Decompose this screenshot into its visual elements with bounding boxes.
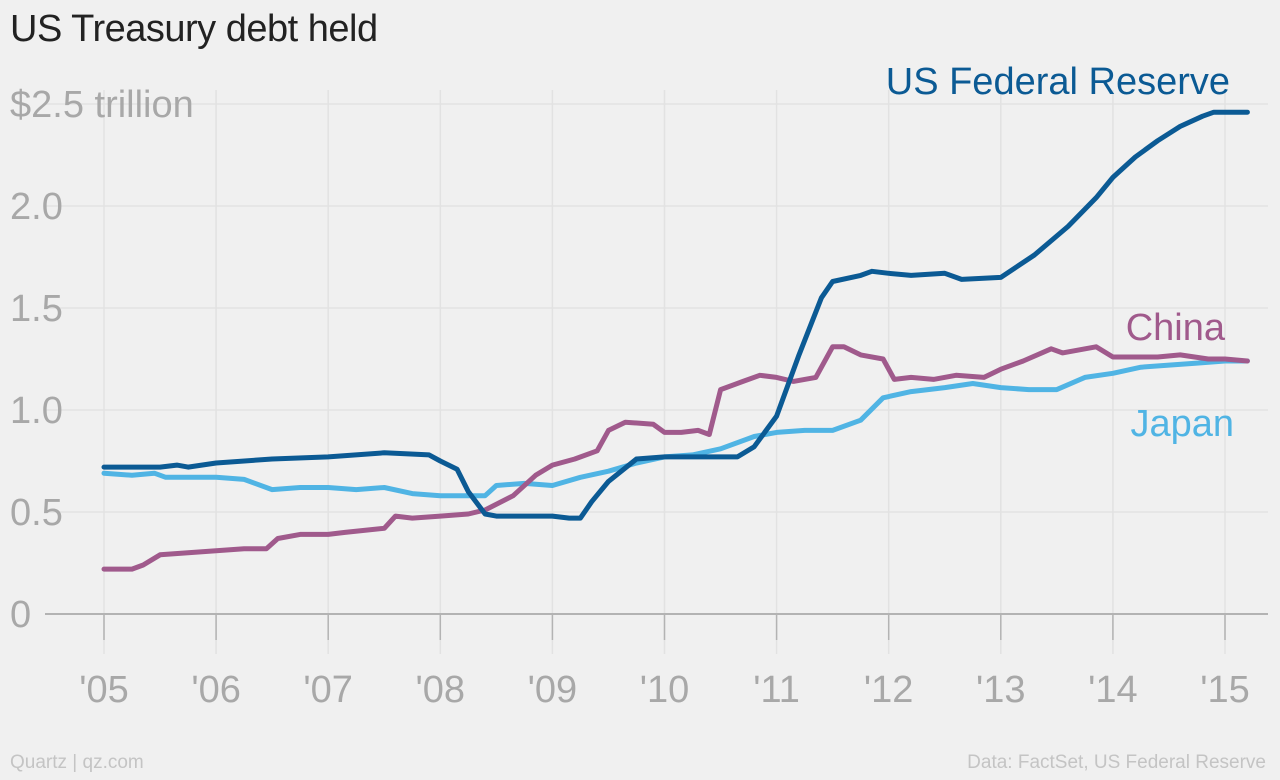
x-tick-label: '14 <box>1088 669 1138 711</box>
y-tick-label: 1.0 <box>10 390 63 432</box>
y-tick-label: 0.5 <box>10 492 63 534</box>
series-lines <box>101 109 1250 572</box>
y-tick-label: 1.5 <box>10 288 63 330</box>
grid-lines <box>45 90 1268 654</box>
x-tick-label: '08 <box>416 669 466 711</box>
y-tick-label: $2.5 trillion <box>10 84 194 126</box>
x-tick-label: '12 <box>864 669 914 711</box>
japan-series-line <box>101 358 1250 499</box>
x-tick-label: '06 <box>191 669 241 711</box>
x-tick-label: '11 <box>753 669 800 711</box>
fed-series-line <box>101 109 1250 521</box>
y-tick-label: 2.0 <box>10 186 63 228</box>
x-tick-label: '13 <box>976 669 1026 711</box>
x-tick-label: '10 <box>640 669 690 711</box>
china-series-line <box>101 344 1250 572</box>
china-series-label: China <box>1126 307 1226 349</box>
x-tick-label: '09 <box>528 669 578 711</box>
fed-series-label: US Federal Reserve <box>886 61 1230 103</box>
x-tick-label: '07 <box>303 669 353 711</box>
chart-title: US Treasury debt held <box>10 8 378 50</box>
credit-text: Quartz | qz.com <box>10 752 144 773</box>
series-labels: US Federal Reserve China Japan <box>886 61 1234 445</box>
y-tick-label: 0 <box>10 594 31 636</box>
axis-ticks: 0 0.5 1.0 1.5 2.0 $2.5 trillion '05 '06 '07 '08 '0… <box>10 84 1250 711</box>
x-tick-label: '05 <box>79 669 129 711</box>
source-text: Data: FactSet, US Federal Reserve <box>967 752 1266 773</box>
x-tick-label: '15 <box>1200 669 1250 711</box>
japan-series-label: Japan <box>1130 403 1234 445</box>
